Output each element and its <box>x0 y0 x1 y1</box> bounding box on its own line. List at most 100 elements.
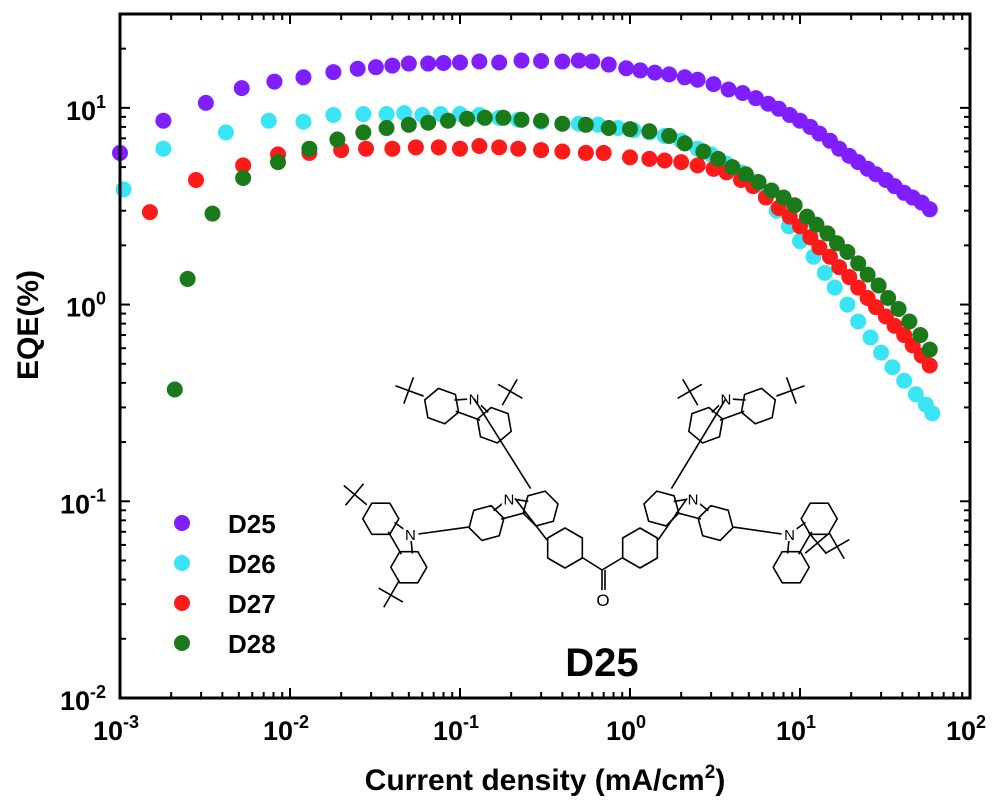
bond <box>798 531 813 555</box>
bond <box>582 557 603 571</box>
data-point <box>452 54 468 71</box>
legend-marker <box>174 515 190 531</box>
bond <box>804 542 818 554</box>
bond <box>473 398 532 489</box>
data-point <box>816 264 833 281</box>
atom-label: O <box>596 591 609 610</box>
data-point <box>378 106 395 123</box>
data-point <box>632 62 649 79</box>
x-tick-label: 101 <box>776 712 816 746</box>
data-point <box>724 159 741 176</box>
bond <box>455 410 481 421</box>
data-point <box>188 171 205 188</box>
benzene-ring <box>772 550 810 584</box>
legend-label: D28 <box>228 629 276 659</box>
data-point <box>831 259 848 276</box>
data-point <box>819 225 836 242</box>
data-point <box>495 109 512 126</box>
data-point <box>384 140 401 157</box>
bond <box>390 580 400 596</box>
y-tick-label: 100 <box>66 289 106 323</box>
data-point <box>358 140 375 157</box>
bond <box>733 526 782 535</box>
bond <box>807 531 819 544</box>
data-point <box>802 229 819 246</box>
data-point <box>661 66 678 83</box>
bond <box>408 389 424 397</box>
data-point <box>850 313 867 330</box>
data-point <box>235 169 252 186</box>
data-point <box>676 135 693 152</box>
bond <box>343 484 356 496</box>
data-point <box>870 277 887 294</box>
bond <box>378 587 392 596</box>
data-point <box>695 143 712 160</box>
data-point <box>839 244 856 261</box>
x-tick-label: 102 <box>946 712 986 746</box>
benzene-ring <box>688 406 724 444</box>
data-point <box>595 144 612 161</box>
legend-label: D25 <box>228 509 276 539</box>
bond <box>791 385 805 392</box>
data-point <box>763 182 780 199</box>
data-point <box>808 216 825 233</box>
data-point <box>826 279 843 296</box>
data-point <box>179 270 196 287</box>
data-point <box>554 115 571 132</box>
data-point <box>270 154 287 171</box>
data-point <box>554 143 571 160</box>
atom-bg <box>718 389 733 406</box>
benzene-ring <box>643 490 680 527</box>
data-point <box>584 53 601 70</box>
data-point <box>786 197 803 214</box>
series-layer <box>112 52 941 422</box>
bond <box>395 385 409 392</box>
x-tick-label: 10-1 <box>433 712 479 746</box>
data-point <box>850 279 867 296</box>
x-axis-label: Current density (mA/cm2) <box>365 762 726 797</box>
benzene-ring <box>522 490 559 527</box>
data-point <box>384 57 401 74</box>
data-point <box>710 150 727 167</box>
plot-frame <box>118 12 972 700</box>
data-point <box>513 111 530 128</box>
benzene-ring <box>362 502 400 536</box>
data-point <box>400 116 417 133</box>
legend-marker <box>174 555 190 571</box>
data-point <box>862 329 879 346</box>
bond <box>776 389 792 397</box>
bond <box>497 383 511 393</box>
bond <box>836 546 845 560</box>
legend: D25 D26 D27 D28 <box>174 509 276 659</box>
data-point <box>570 52 587 69</box>
data-point <box>155 112 172 129</box>
data-point <box>533 142 550 159</box>
data-point <box>266 73 283 90</box>
bond <box>828 532 838 548</box>
data-point <box>646 64 663 81</box>
bond <box>403 390 410 405</box>
atom-bg <box>403 525 418 541</box>
data-point <box>435 55 452 72</box>
data-point <box>452 140 468 157</box>
data-point <box>705 76 722 93</box>
bond <box>719 410 745 421</box>
benzene-ring <box>546 527 584 569</box>
data-point <box>235 157 252 174</box>
atom-label: N <box>405 527 416 544</box>
data-point <box>641 123 658 140</box>
data-point <box>260 112 277 129</box>
data-point <box>295 113 312 130</box>
data-point <box>115 181 132 198</box>
data-point <box>921 341 938 358</box>
bond <box>657 497 688 541</box>
benzene-ring <box>468 504 505 542</box>
data-point <box>873 344 890 361</box>
atom-bg <box>686 489 701 506</box>
bond <box>407 377 415 391</box>
data-point <box>407 139 424 156</box>
data-point <box>896 372 913 389</box>
